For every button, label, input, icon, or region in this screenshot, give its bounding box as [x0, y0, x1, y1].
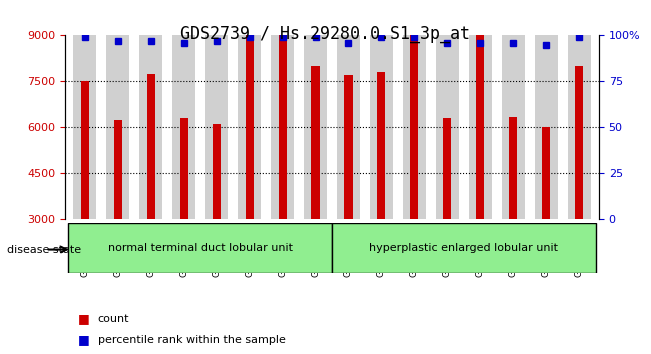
- Bar: [443, 118, 451, 219]
- Bar: [370, 35, 393, 219]
- Text: normal terminal duct lobular unit: normal terminal duct lobular unit: [107, 243, 293, 253]
- Text: percentile rank within the sample: percentile rank within the sample: [98, 335, 286, 345]
- Bar: [74, 35, 96, 219]
- Bar: [279, 18, 286, 219]
- Text: hyperplastic enlarged lobular unit: hyperplastic enlarged lobular unit: [369, 243, 559, 253]
- Bar: [81, 81, 89, 219]
- Bar: [575, 66, 583, 219]
- Bar: [568, 35, 590, 219]
- Bar: [509, 117, 518, 219]
- FancyBboxPatch shape: [332, 223, 596, 273]
- Bar: [542, 127, 550, 219]
- Bar: [213, 124, 221, 219]
- Bar: [410, 0, 419, 219]
- Bar: [337, 35, 360, 219]
- Bar: [436, 35, 459, 219]
- Text: count: count: [98, 314, 129, 324]
- Bar: [271, 35, 294, 219]
- Bar: [469, 35, 492, 219]
- Bar: [245, 0, 254, 219]
- Bar: [205, 35, 229, 219]
- Bar: [106, 35, 130, 219]
- Bar: [477, 32, 484, 219]
- Bar: [304, 35, 327, 219]
- Bar: [344, 75, 353, 219]
- Bar: [146, 74, 155, 219]
- Text: disease state: disease state: [7, 245, 81, 255]
- Bar: [180, 118, 187, 219]
- Bar: [502, 35, 525, 219]
- Bar: [311, 66, 320, 219]
- Text: GDS2739 / Hs.29280.0.S1_3p_at: GDS2739 / Hs.29280.0.S1_3p_at: [180, 25, 471, 43]
- Bar: [114, 120, 122, 219]
- Text: ■: ■: [78, 333, 90, 346]
- FancyBboxPatch shape: [68, 223, 332, 273]
- Bar: [534, 35, 558, 219]
- Bar: [173, 35, 195, 219]
- Bar: [403, 35, 426, 219]
- Bar: [139, 35, 162, 219]
- Bar: [378, 72, 385, 219]
- Bar: [238, 35, 261, 219]
- Text: ■: ■: [78, 312, 90, 325]
